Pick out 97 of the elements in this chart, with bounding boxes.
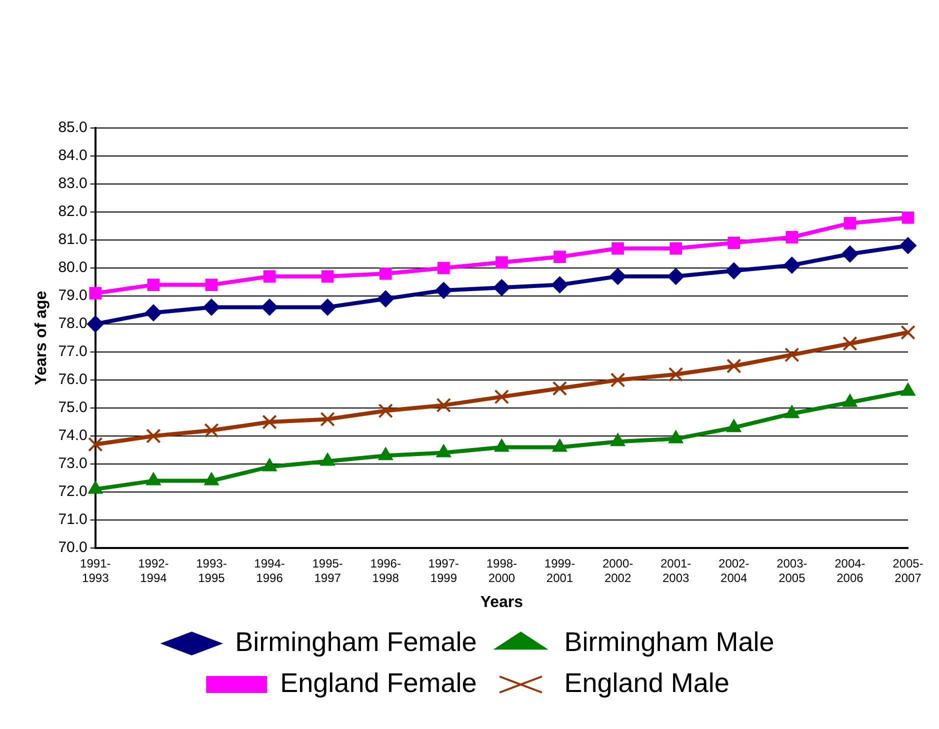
legend-label: England Male <box>564 668 730 698</box>
point <box>552 381 568 396</box>
point <box>378 447 394 460</box>
point <box>146 472 161 486</box>
x-tick-label: 2002-2004 <box>718 556 750 585</box>
point <box>842 336 858 351</box>
point <box>377 290 394 308</box>
x-tick-label: 1994-1996 <box>254 556 285 585</box>
x-tick-label: 1991-1993 <box>80 556 111 585</box>
y-tick-label: 74.0 <box>58 427 88 444</box>
point <box>146 428 161 444</box>
point <box>667 268 684 285</box>
point <box>728 236 740 249</box>
point <box>609 268 626 285</box>
point <box>202 298 220 316</box>
point <box>437 262 450 274</box>
point <box>89 287 102 300</box>
point <box>725 262 742 280</box>
point <box>783 256 800 274</box>
point <box>144 304 162 322</box>
y-tick-label: 83.0 <box>58 175 88 192</box>
point <box>726 358 742 374</box>
y-axis-title: Years of age <box>33 290 50 386</box>
point <box>262 458 277 472</box>
point <box>379 267 392 280</box>
point <box>261 298 278 316</box>
x-tick-label: 1995-1997 <box>312 556 343 585</box>
point <box>493 279 510 296</box>
x-tick-label: 2001-2003 <box>660 556 692 585</box>
point <box>86 316 104 332</box>
point <box>205 278 218 291</box>
x-tick-label: 1997-1999 <box>428 556 460 585</box>
point <box>320 452 335 466</box>
point <box>147 278 160 291</box>
y-tick-label: 78.0 <box>58 315 88 332</box>
x-tick-label: 1992-1994 <box>138 556 169 585</box>
point <box>319 298 336 316</box>
point <box>321 270 334 283</box>
point <box>554 250 566 263</box>
x-tick-label: 2000-2002 <box>602 556 634 585</box>
point <box>436 444 452 458</box>
point <box>900 237 916 254</box>
point <box>263 270 276 283</box>
y-tick-label: 76.0 <box>58 371 88 388</box>
point <box>88 437 103 452</box>
y-tick-label: 85.0 <box>58 119 88 136</box>
y-tick-label: 84.0 <box>58 147 88 164</box>
x-tick-label: 1999-2001 <box>544 556 576 585</box>
point <box>902 211 914 224</box>
point <box>786 231 798 244</box>
y-tick-label: 82.0 <box>58 203 88 220</box>
point <box>668 367 684 382</box>
x-tick-label: 1993-1995 <box>196 556 227 585</box>
point <box>726 419 742 432</box>
x-axis-title: Years <box>480 594 524 611</box>
point <box>436 398 452 413</box>
y-tick-label: 79.0 <box>58 287 88 304</box>
point <box>496 256 508 269</box>
point <box>494 389 510 404</box>
point <box>670 242 682 255</box>
point <box>552 438 568 452</box>
legend-label: Birmingham Male <box>564 626 774 657</box>
point <box>204 472 219 486</box>
y-tick-label: 77.0 <box>58 343 88 360</box>
y-tick-label: 75.0 <box>58 399 88 416</box>
y-tick-label: 72.0 <box>58 483 88 500</box>
legend-label: England Female <box>280 668 477 698</box>
point <box>435 282 452 299</box>
point <box>262 414 277 430</box>
point <box>900 382 916 396</box>
x-tick-label: 2005-2007 <box>892 556 924 585</box>
point <box>610 372 626 388</box>
x-tick-label: 1998-2000 <box>486 556 518 585</box>
y-tick-label: 73.0 <box>58 455 88 472</box>
point <box>551 276 568 294</box>
point <box>378 403 393 418</box>
point <box>610 433 626 446</box>
point <box>841 246 858 262</box>
legend-label: Birmingham Female <box>235 626 477 657</box>
y-tick-label: 80.0 <box>58 259 88 276</box>
y-tick-label: 70.0 <box>58 539 88 556</box>
x-tick-label: 1996-1998 <box>370 556 401 585</box>
point <box>612 242 624 255</box>
y-tick-label: 71.0 <box>58 511 88 528</box>
point <box>844 217 856 230</box>
point <box>842 394 858 407</box>
point <box>88 480 103 494</box>
point <box>784 405 800 418</box>
point <box>784 347 800 362</box>
y-tick-label: 81.0 <box>58 231 88 248</box>
point <box>204 423 219 438</box>
x-tick-label: 2003-2005 <box>776 556 808 585</box>
point <box>320 412 335 427</box>
point <box>494 438 510 452</box>
point <box>900 325 916 340</box>
x-tick-label: 2004-2006 <box>834 556 866 585</box>
point <box>668 430 684 444</box>
